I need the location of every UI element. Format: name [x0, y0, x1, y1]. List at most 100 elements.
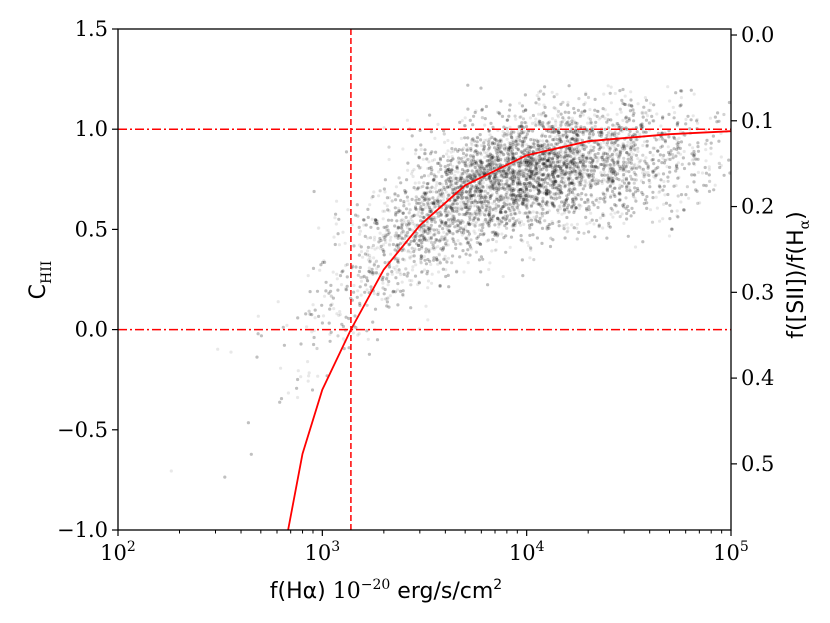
scatter-point [610, 131, 614, 135]
scatter-point [560, 175, 564, 179]
scatter-point [582, 171, 587, 175]
scatter-point [524, 164, 529, 168]
scatter-point [449, 150, 453, 154]
scatter-point [394, 235, 398, 239]
scatter-point [495, 110, 500, 114]
scatter-point [658, 219, 662, 223]
scatter-point [613, 147, 618, 151]
scatter-point [547, 192, 551, 196]
scatter-point [641, 171, 645, 175]
scatter-point [387, 157, 391, 162]
scatter-point [451, 157, 455, 161]
scatter-point [318, 268, 322, 272]
scatter-point [483, 150, 487, 154]
scatter-point [356, 289, 360, 293]
scatter-point [392, 266, 396, 270]
scatter-point [556, 113, 560, 117]
scatter-point [465, 159, 469, 163]
scatter-point [299, 375, 303, 379]
scatter-point [534, 201, 539, 205]
scatter-point [390, 272, 394, 276]
scatter-point [460, 119, 464, 123]
scatter-point [453, 201, 457, 206]
scatter-point [675, 214, 679, 218]
scatter-point [358, 232, 362, 236]
scatter-point [592, 154, 597, 158]
scatter-point [424, 205, 428, 210]
scatter-point [499, 182, 503, 186]
scatter-point [518, 160, 522, 165]
scatter-point [335, 277, 339, 281]
scatter-point [581, 132, 586, 137]
scatter-point [305, 325, 309, 329]
scatter-point [540, 204, 545, 208]
scatter-point [560, 135, 565, 139]
scatter-point [466, 174, 470, 178]
scatter-point [455, 269, 459, 273]
scatter-point [509, 149, 513, 153]
scatter-point [513, 169, 517, 173]
scatter-point [447, 192, 451, 196]
scatter-point [581, 113, 585, 117]
scatter-point [633, 162, 637, 166]
scatter-point [584, 181, 588, 185]
scatter-point [574, 196, 578, 200]
scatter-point [684, 117, 688, 121]
scatter-point [341, 337, 345, 341]
scatter-point [584, 91, 588, 95]
scatter-point [528, 193, 532, 198]
scatter-point [553, 123, 558, 128]
scatter-point [568, 164, 573, 168]
scatter-point [585, 222, 589, 226]
scatter-point [380, 297, 384, 301]
scatter-point [463, 213, 467, 217]
scatter-point [306, 274, 310, 278]
scatter-point [383, 209, 387, 213]
scatter-point [535, 142, 540, 146]
scatter-point [536, 158, 540, 162]
scatter-point [598, 216, 603, 220]
scatter-point [437, 170, 441, 174]
scatter-point [533, 194, 537, 198]
scatter-point [439, 239, 443, 243]
scatter-point [584, 200, 588, 204]
scatter-point [599, 142, 603, 146]
scatter-point [424, 304, 428, 308]
scatter-point [448, 176, 452, 180]
scatter-point [557, 162, 562, 166]
scatter-point [628, 156, 632, 160]
scatter-point [473, 195, 477, 199]
scatter-point [608, 168, 612, 172]
scatter-point [531, 176, 536, 181]
scatter-point [472, 172, 476, 176]
scatter-point [491, 214, 495, 218]
scatter-point [446, 178, 450, 182]
scatter-point [563, 162, 567, 166]
scatter-point [487, 158, 491, 162]
scatter-point [443, 254, 447, 258]
scatter-point [522, 159, 527, 163]
scatter-point [566, 100, 570, 104]
scatter-point [571, 162, 575, 166]
scatter-point [534, 117, 538, 121]
scatter-point [437, 202, 441, 206]
scatter-point [543, 219, 547, 223]
scatter-point [677, 136, 681, 140]
scatter-point [493, 206, 497, 210]
scatter-point [535, 93, 539, 98]
scatter-point [465, 185, 469, 189]
scatter-point [216, 347, 220, 351]
scatter-point [506, 202, 510, 206]
scatter-point [412, 213, 417, 217]
scatter-point [610, 142, 614, 146]
scatter-point [462, 195, 466, 199]
scatter-point [408, 278, 412, 283]
scatter-point [471, 173, 475, 177]
scatter-point [478, 181, 482, 185]
scatter-point [459, 171, 464, 175]
scatter-point [536, 146, 541, 150]
scatter-point [491, 216, 495, 220]
scatter-point [388, 243, 392, 247]
scatter-point [648, 101, 653, 105]
scatter-point [452, 202, 456, 206]
